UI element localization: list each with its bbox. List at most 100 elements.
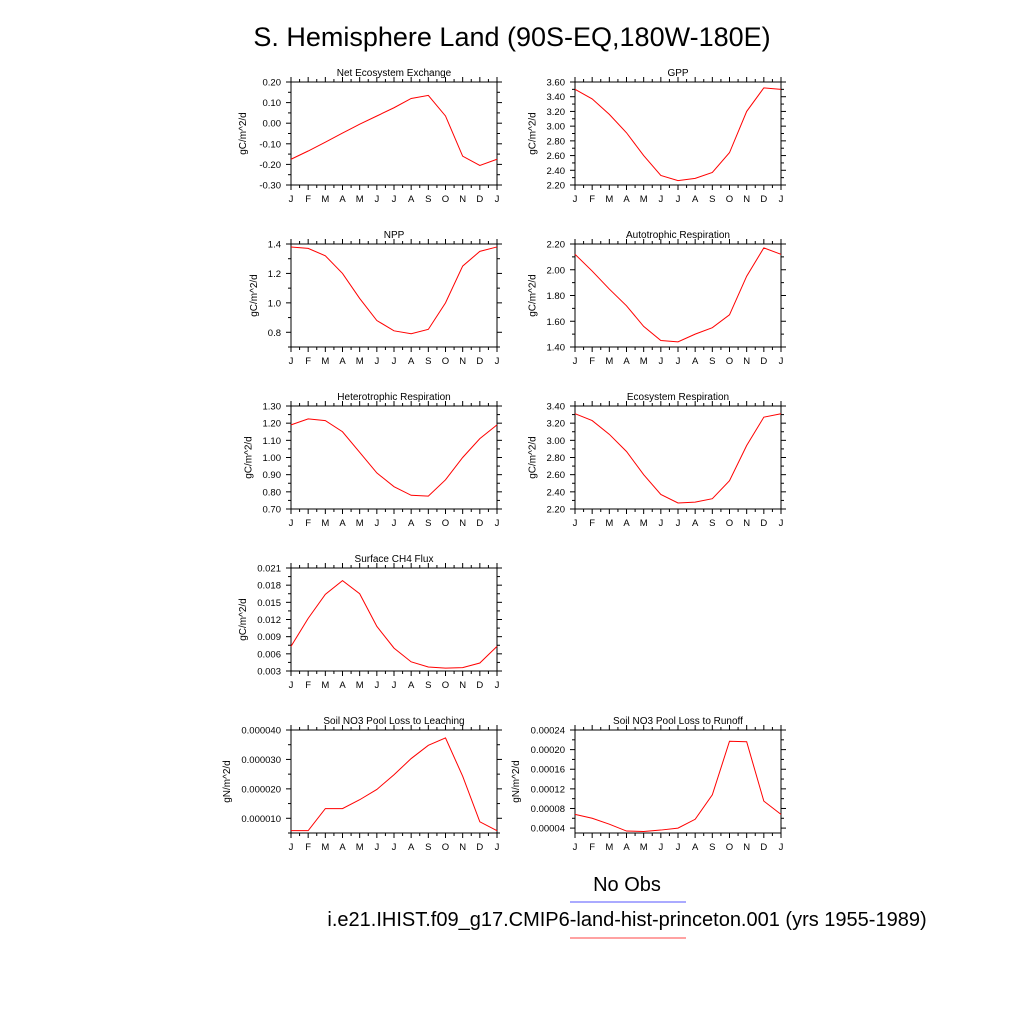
x-tick-label: A: [408, 518, 415, 529]
legend-label-model: i.e21.IHIST.f09_g17.CMIP6-land-hist-prin…: [327, 909, 926, 931]
x-tick-label: D: [476, 680, 483, 691]
x-tick-label: F: [589, 194, 595, 205]
y-axis-label: gC/m^2/d: [527, 112, 538, 155]
series-line: [290, 94, 498, 166]
x-tick-label: S: [709, 194, 715, 205]
series-line: [290, 246, 498, 335]
x-tick-label: O: [442, 680, 449, 691]
x-tick-label: M: [321, 680, 329, 691]
x-tick-label: A: [692, 356, 699, 367]
x-tick-label: J: [495, 518, 500, 529]
y-tick-label: 3.40: [547, 402, 566, 413]
x-tick-label: A: [692, 518, 699, 529]
x-tick-label: A: [623, 194, 630, 205]
panel-title: Heterotrophic Respiration: [337, 392, 450, 403]
x-tick-label: A: [692, 194, 699, 205]
series-line: [574, 247, 782, 343]
y-tick-label: 0.000040: [241, 726, 281, 737]
x-tick-label: D: [476, 356, 483, 367]
x-tick-label: J: [495, 194, 500, 205]
y-tick-label: 3.40: [547, 92, 566, 103]
y-tick-label: 0.00024: [531, 726, 565, 737]
x-tick-label: D: [476, 194, 483, 205]
plot-frame: [290, 405, 498, 510]
x-tick-label: J: [289, 842, 294, 853]
x-tick-label: J: [658, 194, 663, 205]
y-tick-label: 2.40: [547, 166, 566, 177]
y-tick-label: 2.80: [547, 136, 566, 147]
x-tick-label: J: [495, 842, 500, 853]
x-tick-label: J: [573, 356, 578, 367]
x-tick-label: D: [476, 518, 483, 529]
x-tick-label: M: [640, 356, 648, 367]
x-tick-label: S: [709, 842, 715, 853]
y-tick-label: 0.8: [268, 328, 281, 339]
series-line: [290, 418, 498, 497]
x-tick-label: D: [760, 194, 767, 205]
x-tick-label: N: [743, 518, 750, 529]
y-tick-label: 2.80: [547, 453, 566, 464]
x-tick-label: S: [425, 518, 431, 529]
x-tick-label: A: [408, 842, 415, 853]
x-tick-label: A: [408, 356, 415, 367]
y-tick-label: 0.00016: [531, 765, 565, 776]
x-tick-label: J: [374, 356, 379, 367]
y-tick-label: 0.009: [257, 632, 281, 643]
x-tick-label: M: [321, 356, 329, 367]
x-tick-label: J: [392, 518, 397, 529]
y-tick-label: -0.10: [259, 139, 281, 150]
series-line: [290, 579, 498, 669]
legend: No Obs i.e21.IHIST.f09_g17.CMIP6-land-hi…: [327, 874, 927, 939]
x-tick-label: M: [605, 518, 613, 529]
y-tick-label: 0.20: [263, 78, 282, 89]
x-tick-label: J: [676, 356, 681, 367]
x-tick-label: M: [605, 356, 613, 367]
x-tick-label: J: [658, 842, 663, 853]
y-axis-label: gC/m^2/d: [243, 436, 254, 479]
plot-frame: [290, 729, 498, 834]
y-tick-label: 0.70: [263, 505, 282, 516]
x-tick-label: S: [425, 680, 431, 691]
x-tick-label: J: [658, 356, 663, 367]
y-tick-label: 2.00: [547, 265, 566, 276]
y-axis-label: gC/m^2/d: [527, 274, 538, 317]
x-tick-label: A: [623, 518, 630, 529]
x-tick-label: A: [623, 356, 630, 367]
x-tick-label: J: [779, 356, 784, 367]
y-axis-label: gC/m^2/d: [249, 274, 260, 317]
x-tick-label: S: [425, 356, 431, 367]
series-line: [574, 740, 782, 833]
panel-title: Soil NO3 Pool Loss to Leaching: [323, 716, 464, 727]
x-tick-label: F: [305, 680, 311, 691]
y-tick-label: 1.2: [268, 269, 281, 280]
y-tick-label: 1.00: [263, 453, 282, 464]
y-tick-label: 1.60: [547, 317, 566, 328]
y-axis-label: gN/m^2/d: [511, 760, 522, 803]
plot-frame: [290, 243, 498, 348]
x-tick-label: F: [589, 356, 595, 367]
figure-title: S. Hemisphere Land (90S-EQ,180W-180E): [253, 22, 770, 52]
x-tick-label: A: [339, 680, 346, 691]
x-tick-label: O: [726, 518, 733, 529]
x-tick-label: J: [374, 194, 379, 205]
x-tick-label: J: [676, 842, 681, 853]
x-tick-label: M: [640, 842, 648, 853]
x-tick-label: A: [339, 842, 346, 853]
y-tick-label: 1.4: [268, 240, 281, 251]
x-tick-label: O: [726, 356, 733, 367]
plot-frame: [574, 81, 782, 186]
y-tick-label: 0.00: [263, 119, 282, 130]
plot-frame: [290, 81, 498, 186]
x-tick-label: J: [573, 842, 578, 853]
x-tick-label: N: [459, 356, 466, 367]
panel-title: Net Ecosystem Exchange: [337, 68, 452, 79]
x-tick-label: S: [709, 356, 715, 367]
